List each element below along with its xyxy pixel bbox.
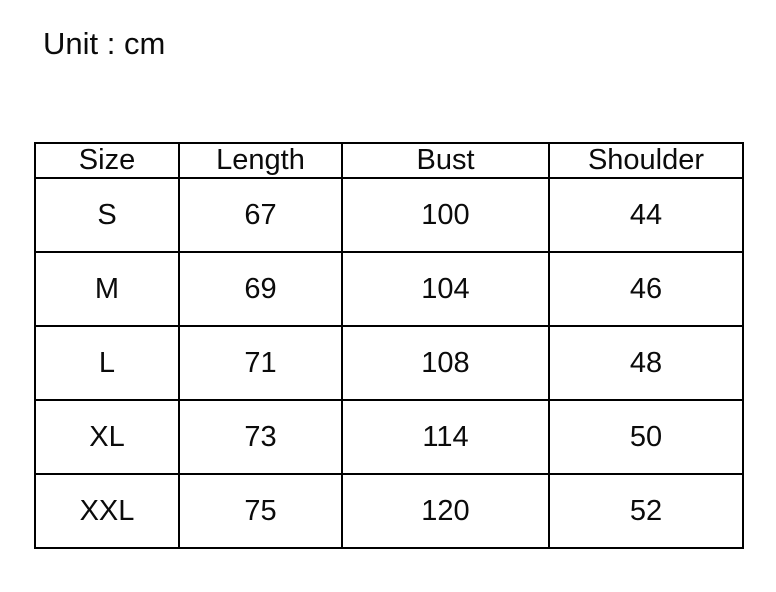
size-table: Size Length Bust Shoulder S 67 100 44 M 69 104 46 L… — [34, 142, 744, 549]
column-header: Bust — [341, 142, 550, 179]
unit-label: Unit : cm — [43, 26, 166, 61]
table-cell-size: M — [34, 251, 180, 327]
table-row: L 71 108 48 — [34, 325, 744, 401]
table-cell-length: 71 — [178, 325, 343, 401]
table-cell-shoulder: 44 — [548, 177, 744, 253]
table-cell-size: XXL — [34, 473, 180, 549]
table-row: M 69 104 46 — [34, 251, 744, 327]
table-cell-length: 69 — [178, 251, 343, 327]
table-cell-size: XL — [34, 399, 180, 475]
column-header: Shoulder — [548, 142, 744, 179]
size-table-body: S 67 100 44 M 69 104 46 L 71 108 48 XL 73 114 50 XXL 75 12… — [34, 177, 744, 549]
table-row: S 67 100 44 — [34, 177, 744, 253]
table-cell-bust: 114 — [341, 399, 550, 475]
column-header: Size — [34, 142, 180, 179]
table-cell-shoulder: 46 — [548, 251, 744, 327]
table-cell-size: S — [34, 177, 180, 253]
table-cell-shoulder: 50 — [548, 399, 744, 475]
table-cell-length: 73 — [178, 399, 343, 475]
table-row: XXL 75 120 52 — [34, 473, 744, 549]
table-cell-bust: 104 — [341, 251, 550, 327]
table-cell-size: L — [34, 325, 180, 401]
header-row: Size Length Bust Shoulder — [34, 142, 744, 179]
table-cell-bust: 100 — [341, 177, 550, 253]
table-cell-bust: 108 — [341, 325, 550, 401]
table-cell-shoulder: 48 — [548, 325, 744, 401]
size-table-head: Size Length Bust Shoulder — [34, 142, 744, 179]
table-cell-shoulder: 52 — [548, 473, 744, 549]
table-cell-length: 75 — [178, 473, 343, 549]
table-cell-bust: 120 — [341, 473, 550, 549]
table-row: XL 73 114 50 — [34, 399, 744, 475]
column-header: Length — [178, 142, 343, 179]
table-cell-length: 67 — [178, 177, 343, 253]
